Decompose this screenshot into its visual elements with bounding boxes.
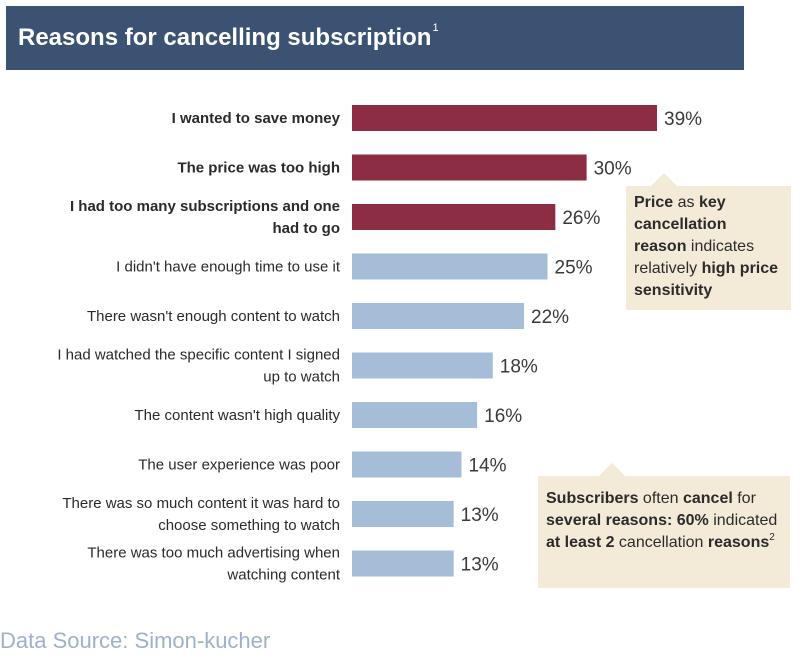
reasons-part: indicated bbox=[708, 512, 778, 529]
category-label: The content wasn't high quality bbox=[135, 407, 341, 424]
bar bbox=[352, 253, 548, 280]
reasons-part: for bbox=[732, 490, 756, 507]
price-part: key cancellation reason bbox=[634, 194, 727, 255]
price-callout-text: Price as key cancellation reason indicat… bbox=[634, 194, 778, 299]
chart-title-bar: Reasons for cancelling subscription 1 bbox=[6, 6, 744, 70]
category-label: There wasn't enough content to watch bbox=[87, 308, 340, 325]
bar-value-label: 22% bbox=[531, 307, 569, 328]
bar-value-label: 30% bbox=[594, 159, 632, 180]
reasons-part: often bbox=[638, 490, 683, 507]
price-part: as bbox=[673, 194, 699, 211]
bar bbox=[352, 303, 525, 329]
bar-value-label: 26% bbox=[562, 208, 600, 229]
category-label: I wanted to save money bbox=[172, 110, 341, 127]
reasons-part: reasons bbox=[707, 534, 770, 551]
bar bbox=[352, 105, 657, 131]
bar bbox=[352, 154, 587, 181]
category-label: had to go bbox=[273, 220, 341, 237]
reasons-callout-text: Subscribers often cancel for several rea… bbox=[546, 490, 777, 551]
reasons-part: Subscribers bbox=[546, 490, 639, 507]
reasons-part: cancellation bbox=[614, 534, 708, 551]
bar-value-label: 25% bbox=[555, 258, 593, 279]
bar-value-label: 13% bbox=[461, 555, 499, 576]
bar-value-label: 14% bbox=[468, 456, 506, 477]
chart-title: Reasons for cancelling subscription bbox=[18, 24, 432, 51]
bar bbox=[352, 204, 556, 230]
bar-value-label: 13% bbox=[461, 505, 499, 526]
bar-chart: 39% I wanted to save money 30% The price wa… bbox=[57, 105, 702, 584]
bar bbox=[352, 550, 454, 577]
category-label: There was so much content it was hard to bbox=[62, 495, 340, 512]
category-label: choose something to watch bbox=[158, 517, 340, 534]
bar bbox=[352, 402, 478, 428]
bar-value-label: 18% bbox=[500, 357, 538, 378]
category-label: The price was too high bbox=[177, 160, 340, 177]
reasons-part: cancel bbox=[682, 490, 733, 507]
bar bbox=[352, 451, 462, 478]
bar bbox=[352, 352, 493, 379]
reasons-footnote: 2 bbox=[769, 532, 775, 543]
price-callout-pointer bbox=[650, 173, 678, 187]
reasons-part: several reasons: 60% bbox=[546, 512, 709, 529]
category-label: watching content bbox=[226, 567, 340, 584]
bar bbox=[352, 501, 454, 527]
category-label: There was too much advertising when bbox=[87, 545, 340, 562]
chart-title-footnote: 1 bbox=[432, 22, 439, 34]
category-label: I had watched the specific content I sig… bbox=[57, 347, 340, 364]
reasons-callout: Subscribers often cancel for several rea… bbox=[538, 463, 790, 588]
price-part: Price bbox=[634, 194, 674, 211]
category-label: The user experience was poor bbox=[138, 457, 340, 474]
price-callout: Price as key cancellation reason indicat… bbox=[626, 173, 791, 310]
reasons-callout-pointer bbox=[598, 463, 626, 477]
bar-value-label: 16% bbox=[484, 406, 522, 427]
price-part: indicates relatively bbox=[634, 238, 755, 277]
price-part: high price sensitivity bbox=[634, 260, 779, 299]
category-label: up to watch bbox=[263, 369, 340, 386]
category-label: I didn't have enough time to use it bbox=[116, 259, 341, 276]
reasons-part: at least 2 bbox=[546, 534, 615, 551]
data-source: Data Source: Simon-kucher bbox=[0, 628, 271, 653]
category-label: I had too many subscriptions and one bbox=[70, 198, 340, 215]
bar-value-label: 39% bbox=[664, 109, 702, 130]
